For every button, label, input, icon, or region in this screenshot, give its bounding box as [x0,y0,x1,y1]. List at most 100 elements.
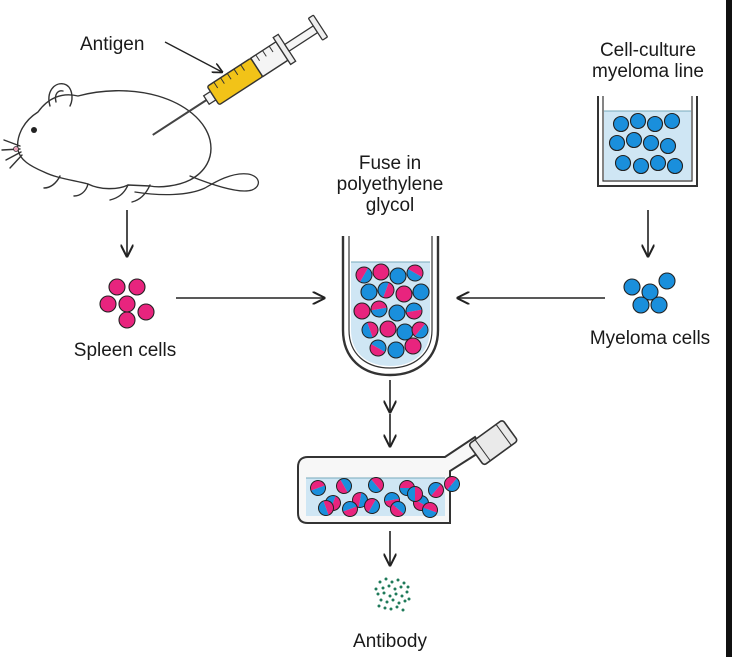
hybridoma-cell [411,321,429,339]
antibody-dot [379,598,383,602]
antibody-dot [405,590,409,594]
spleen-cells-cluster [99,278,155,329]
hybridoma-cell [364,498,380,514]
myeloma-cell [666,157,684,175]
hybridoma-cell [428,482,444,498]
hybridoma-cell [361,321,379,339]
antibody-dot [385,600,389,604]
antibody-dot [377,604,381,608]
hybridoma-cell [406,264,424,282]
antibody-dot [374,587,378,591]
hybridoma-cell [390,501,406,517]
spleen-cells-label: Spleen cells [73,340,177,361]
antibody-label: Antibody [353,631,427,652]
syringe-icon [152,14,328,136]
myeloma-cell [388,304,406,322]
culture-dish-icon [597,96,698,187]
hybridoma-cell [444,476,460,492]
hybridoma-cell [422,502,438,518]
culture-flask-icon [297,420,518,524]
hybridoma-cell [369,339,387,357]
myeloma-cell [632,296,650,314]
spleen-cell [379,320,397,338]
antibody-dot [395,605,399,609]
myeloma-cell [650,296,668,314]
antibody-dot [400,594,404,598]
cell-culture-label-1: Cell-culture [599,40,697,61]
spleen-cell [395,285,413,303]
myeloma-cell [389,267,407,285]
antibody-dot [407,597,411,601]
myeloma-cell [387,341,405,359]
antigen-label: Antigen [80,34,145,55]
antibody-dot [399,585,403,589]
spleen-cell [128,278,146,296]
antibody-dot [403,599,407,603]
hybridoma-cell [370,300,388,318]
myeloma-cell [625,131,643,149]
myeloma-cell [658,272,676,290]
antibody-dot [394,592,398,596]
antibody-dot [382,591,386,595]
myeloma-cell [642,134,660,152]
antibody-dot [384,577,388,581]
antibody-dot [397,601,401,605]
fuse-label-1: Fuse in [358,153,422,174]
myeloma-cell [641,283,659,301]
hybridoma-cell [310,480,326,496]
antibody-dot [383,606,387,610]
spleen-cell [99,295,117,313]
hybridoma-cell [336,478,352,494]
myeloma-cell [360,283,378,301]
hybridoma-cell [318,500,334,516]
myeloma-cell [649,154,667,172]
hybridoma-cell [355,266,373,284]
hybridoma-cell [368,477,384,493]
myeloma-cells-label: Myeloma cells [589,328,711,349]
myeloma-cell [629,112,647,130]
hybridoma-cell [377,281,395,299]
spleen-cell [118,311,136,329]
spleen-cell [118,295,136,313]
antibody-dot [391,598,395,602]
antibody-dot [402,581,406,585]
myeloma-cells-cluster [623,272,676,314]
fusion-tube-icon [341,236,440,377]
myeloma-cell [412,283,430,301]
antibody-dot [393,587,397,591]
window-edge [726,0,732,657]
hybridoma-cell [405,302,423,320]
myeloma-cell [646,115,664,133]
hybridoma-cell [407,486,423,502]
spleen-cell [372,263,390,281]
antibody-dot [376,592,380,596]
antibody-dot [390,580,394,584]
cell-culture-label-2: myeloma line [592,61,704,82]
spleen-cell [137,303,155,321]
mouse-icon [1,83,259,203]
antibody-dot [401,608,405,612]
antibody-dot [396,578,400,582]
myeloma-cell [623,278,641,296]
spleen-cell [404,337,422,355]
myeloma-cell [663,112,681,130]
hybridoma-cell [342,501,358,517]
fuse-label-3: glycol [365,195,415,216]
spleen-cell [353,302,371,320]
antibody-dot [389,607,393,611]
antibody-dot [378,580,382,584]
myeloma-cell [632,157,650,175]
myeloma-cell [608,134,626,152]
myeloma-cell [659,137,677,155]
spleen-cell [108,278,126,296]
antibody-dot [406,585,410,589]
antibody-dot [387,584,391,588]
antibody-dot [381,586,385,590]
antibody-dots [374,577,411,612]
myeloma-cell [612,115,630,133]
antibody-dot [388,594,392,598]
myeloma-cell [396,323,414,341]
myeloma-cell [614,154,632,172]
fuse-label-2: polyethylene [336,174,444,195]
